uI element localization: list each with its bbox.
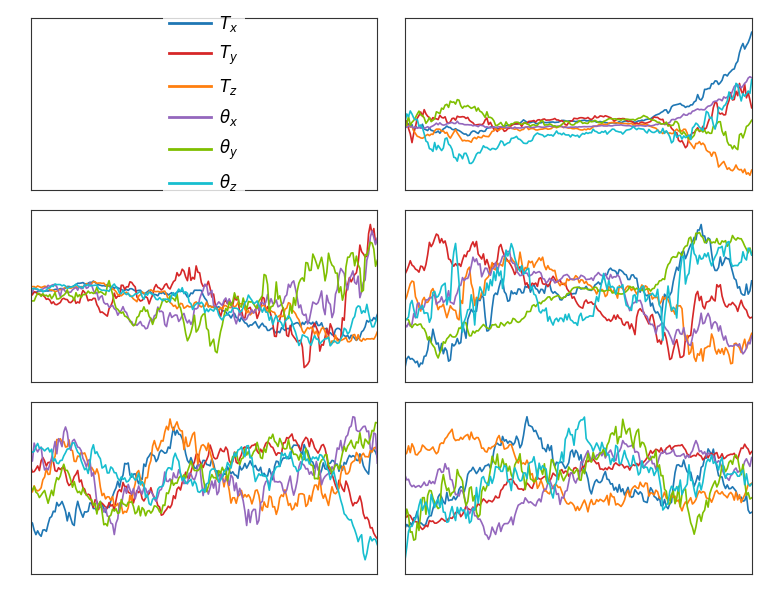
Legend: $T_x$, $T_y$, $T_z$, $\theta_x$, $\theta_y$, $\theta_z$: $T_x$, $T_y$, $T_z$, $\theta_x$, $\theta…: [163, 7, 245, 200]
